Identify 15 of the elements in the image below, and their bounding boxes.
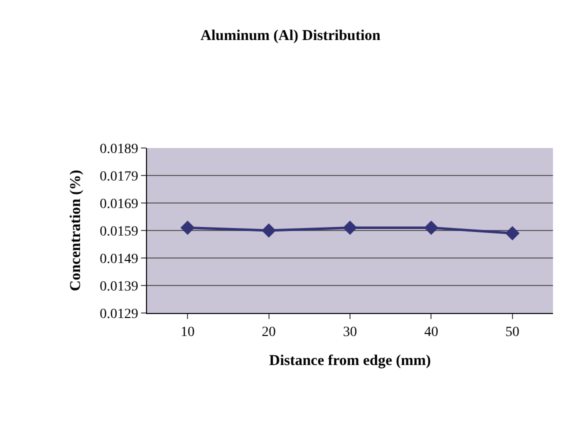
x-axis-title: Distance from edge (mm) — [269, 352, 431, 369]
x-tick-label: 50 — [505, 324, 520, 340]
y-tick-label: 0.0189 — [100, 142, 138, 157]
y-tick-label: 0.0129 — [100, 306, 138, 322]
y-tick-label: 0.0139 — [100, 279, 138, 294]
x-tick-label: 20 — [262, 324, 276, 340]
x-tick-label: 40 — [424, 324, 438, 340]
x-tick-label: 30 — [343, 324, 357, 340]
x-tick-label: 10 — [180, 324, 195, 340]
chart-title: Aluminum (Al) Distribution — [200, 28, 382, 44]
y-tick-label: 0.0149 — [100, 252, 138, 267]
y-tick-label: 0.0179 — [100, 169, 138, 184]
y-tick-label: 0.0169 — [100, 196, 138, 212]
y-tick-label: 0.0159 — [100, 224, 138, 240]
y-axis-title: Concentration (%) — [68, 170, 84, 292]
